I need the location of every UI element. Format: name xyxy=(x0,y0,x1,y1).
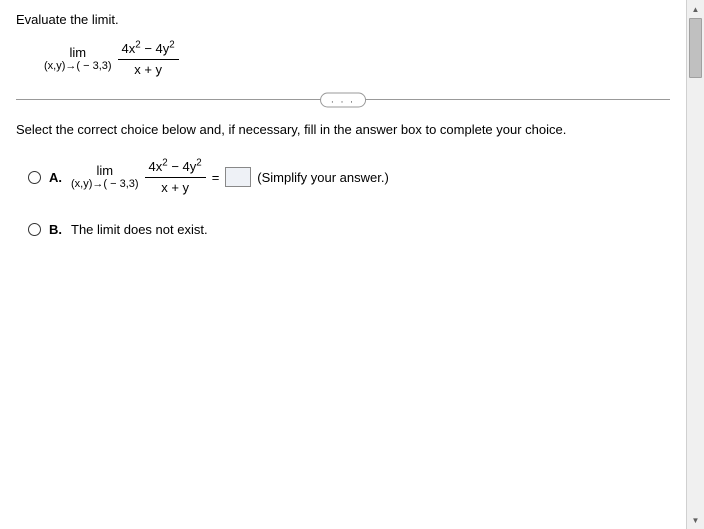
scroll-track[interactable] xyxy=(687,18,704,511)
radio-a[interactable] xyxy=(28,171,41,184)
choice-a-hint: (Simplify your answer.) xyxy=(257,170,388,185)
choice-b-row[interactable]: B. The limit does not exist. xyxy=(28,209,670,249)
fraction: 4x2 − 4y2 x + y xyxy=(118,41,179,77)
fraction-a: 4x2 − 4y2 x + y xyxy=(145,159,206,195)
fraction-numerator: 4x2 − 4y2 xyxy=(118,41,179,60)
limit-expression: lim (x,y)→( − 3,3) 4x2 − 4y2 x + y xyxy=(44,41,179,77)
fraction-numerator-a: 4x2 − 4y2 xyxy=(145,159,206,178)
vertical-scrollbar[interactable]: ▲ ▼ xyxy=(686,0,704,529)
divider-wrap: . . . xyxy=(16,99,670,100)
question-panel: Evaluate the limit. lim (x,y)→( − 3,3) 4… xyxy=(0,0,686,529)
expand-pill[interactable]: . . . xyxy=(320,92,366,107)
fraction-denominator: x + y xyxy=(134,60,162,78)
limit-operator-a: lim (x,y)→( − 3,3) xyxy=(71,164,139,190)
scroll-thumb[interactable] xyxy=(689,18,702,78)
scroll-up-arrow-icon[interactable]: ▲ xyxy=(687,0,704,18)
radio-b[interactable] xyxy=(28,223,41,236)
question-prompt: Evaluate the limit. xyxy=(16,12,670,27)
lim-approach: (x,y)→( − 3,3) xyxy=(44,60,112,72)
answer-input[interactable] xyxy=(225,167,251,187)
choice-a-label: A. xyxy=(49,170,71,185)
scroll-down-arrow-icon[interactable]: ▼ xyxy=(687,511,704,529)
lim-text-a: lim xyxy=(96,164,113,178)
equals-sign: = xyxy=(212,170,220,185)
choice-a-row[interactable]: A. lim (x,y)→( − 3,3) 4x2 − 4y2 x + y = … xyxy=(28,157,670,197)
fraction-denominator-a: x + y xyxy=(161,178,189,196)
choice-b-label: B. xyxy=(49,222,71,237)
choice-b-text: The limit does not exist. xyxy=(71,222,208,237)
limit-operator: lim (x,y)→( − 3,3) xyxy=(44,46,112,72)
lim-text: lim xyxy=(69,46,86,60)
lim-approach-a: (x,y)→( − 3,3) xyxy=(71,178,139,190)
instruction-text: Select the correct choice below and, if … xyxy=(16,122,670,137)
